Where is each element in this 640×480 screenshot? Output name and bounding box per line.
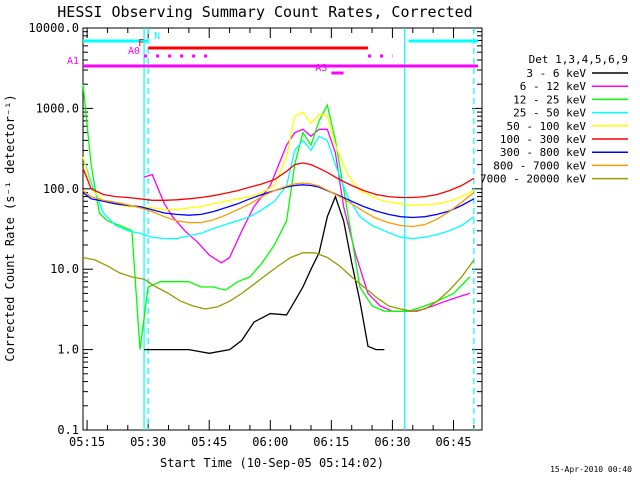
x-tick-label: 06:30: [374, 435, 410, 449]
legend-entry-label: 12 - 25 keV: [513, 93, 586, 106]
chart-title: HESSI Observing Summary Count Rates, Cor…: [57, 3, 472, 21]
x-axis-label: Start Time (10-Sep-05 05:14:02): [160, 456, 384, 470]
y-tick-label: 0.1: [57, 423, 79, 437]
series-line-6: [82, 162, 475, 201]
legend-entry-label: 7000 - 20000 keV: [480, 173, 586, 186]
x-tick-label: 06:00: [252, 435, 288, 449]
y-tick-label: 1.0: [57, 343, 79, 357]
series-line-8: [82, 182, 475, 228]
series-line-7: [82, 184, 475, 219]
series-line-1: [144, 194, 385, 354]
y-tick-label: 100.0: [43, 182, 79, 196]
y-axis-label: Corrected Count Rate (s⁻¹ detector⁻¹): [3, 94, 17, 361]
legend-entry-label: 800 - 7000 keV: [493, 159, 586, 172]
flag-label-A0: A0: [128, 46, 140, 57]
generation-timestamp: 15-Apr-2010 00:40: [550, 465, 632, 474]
legend-entry-label: 25 - 50 keV: [513, 107, 586, 120]
series-line-5: [82, 111, 475, 211]
series-line-3: [82, 84, 471, 350]
x-tick-label: 06:15: [313, 435, 349, 449]
plot-area: 0.1 1.0 10.0 100.0 1000.0 10000.0 05:15 05:30 05…: [28, 21, 483, 449]
legend-title: Det 1,3,4,5,6,9: [529, 53, 628, 66]
flag-label-A1: A1: [67, 56, 79, 67]
x-tick-label: 06:45: [435, 435, 471, 449]
series-line-9: [82, 252, 475, 312]
flag-label-N: N: [154, 31, 160, 42]
x-tick-label: 05:30: [130, 435, 166, 449]
legend-entry-label: 3 - 6 keV: [526, 67, 586, 80]
series-line-4: [82, 135, 475, 240]
legend-entry-label: 6 - 12 keV: [520, 80, 587, 93]
flag-label-F: F: [138, 38, 144, 49]
legend-entry-label: 300 - 800 keV: [500, 146, 586, 159]
y-tick-label: 10000.0: [28, 21, 79, 35]
plot-frame: [82, 27, 483, 431]
x-tick-label: 05:15: [69, 435, 105, 449]
legend-entry-label: 50 - 100 keV: [507, 120, 587, 133]
x-tick-label: 05:45: [191, 435, 227, 449]
flag-label-A3: A3: [315, 63, 327, 74]
y-tick-label: 1000.0: [36, 101, 79, 115]
y-tick-label: 10.0: [50, 262, 79, 276]
legend-entry-label: 100 - 300 keV: [500, 133, 586, 146]
